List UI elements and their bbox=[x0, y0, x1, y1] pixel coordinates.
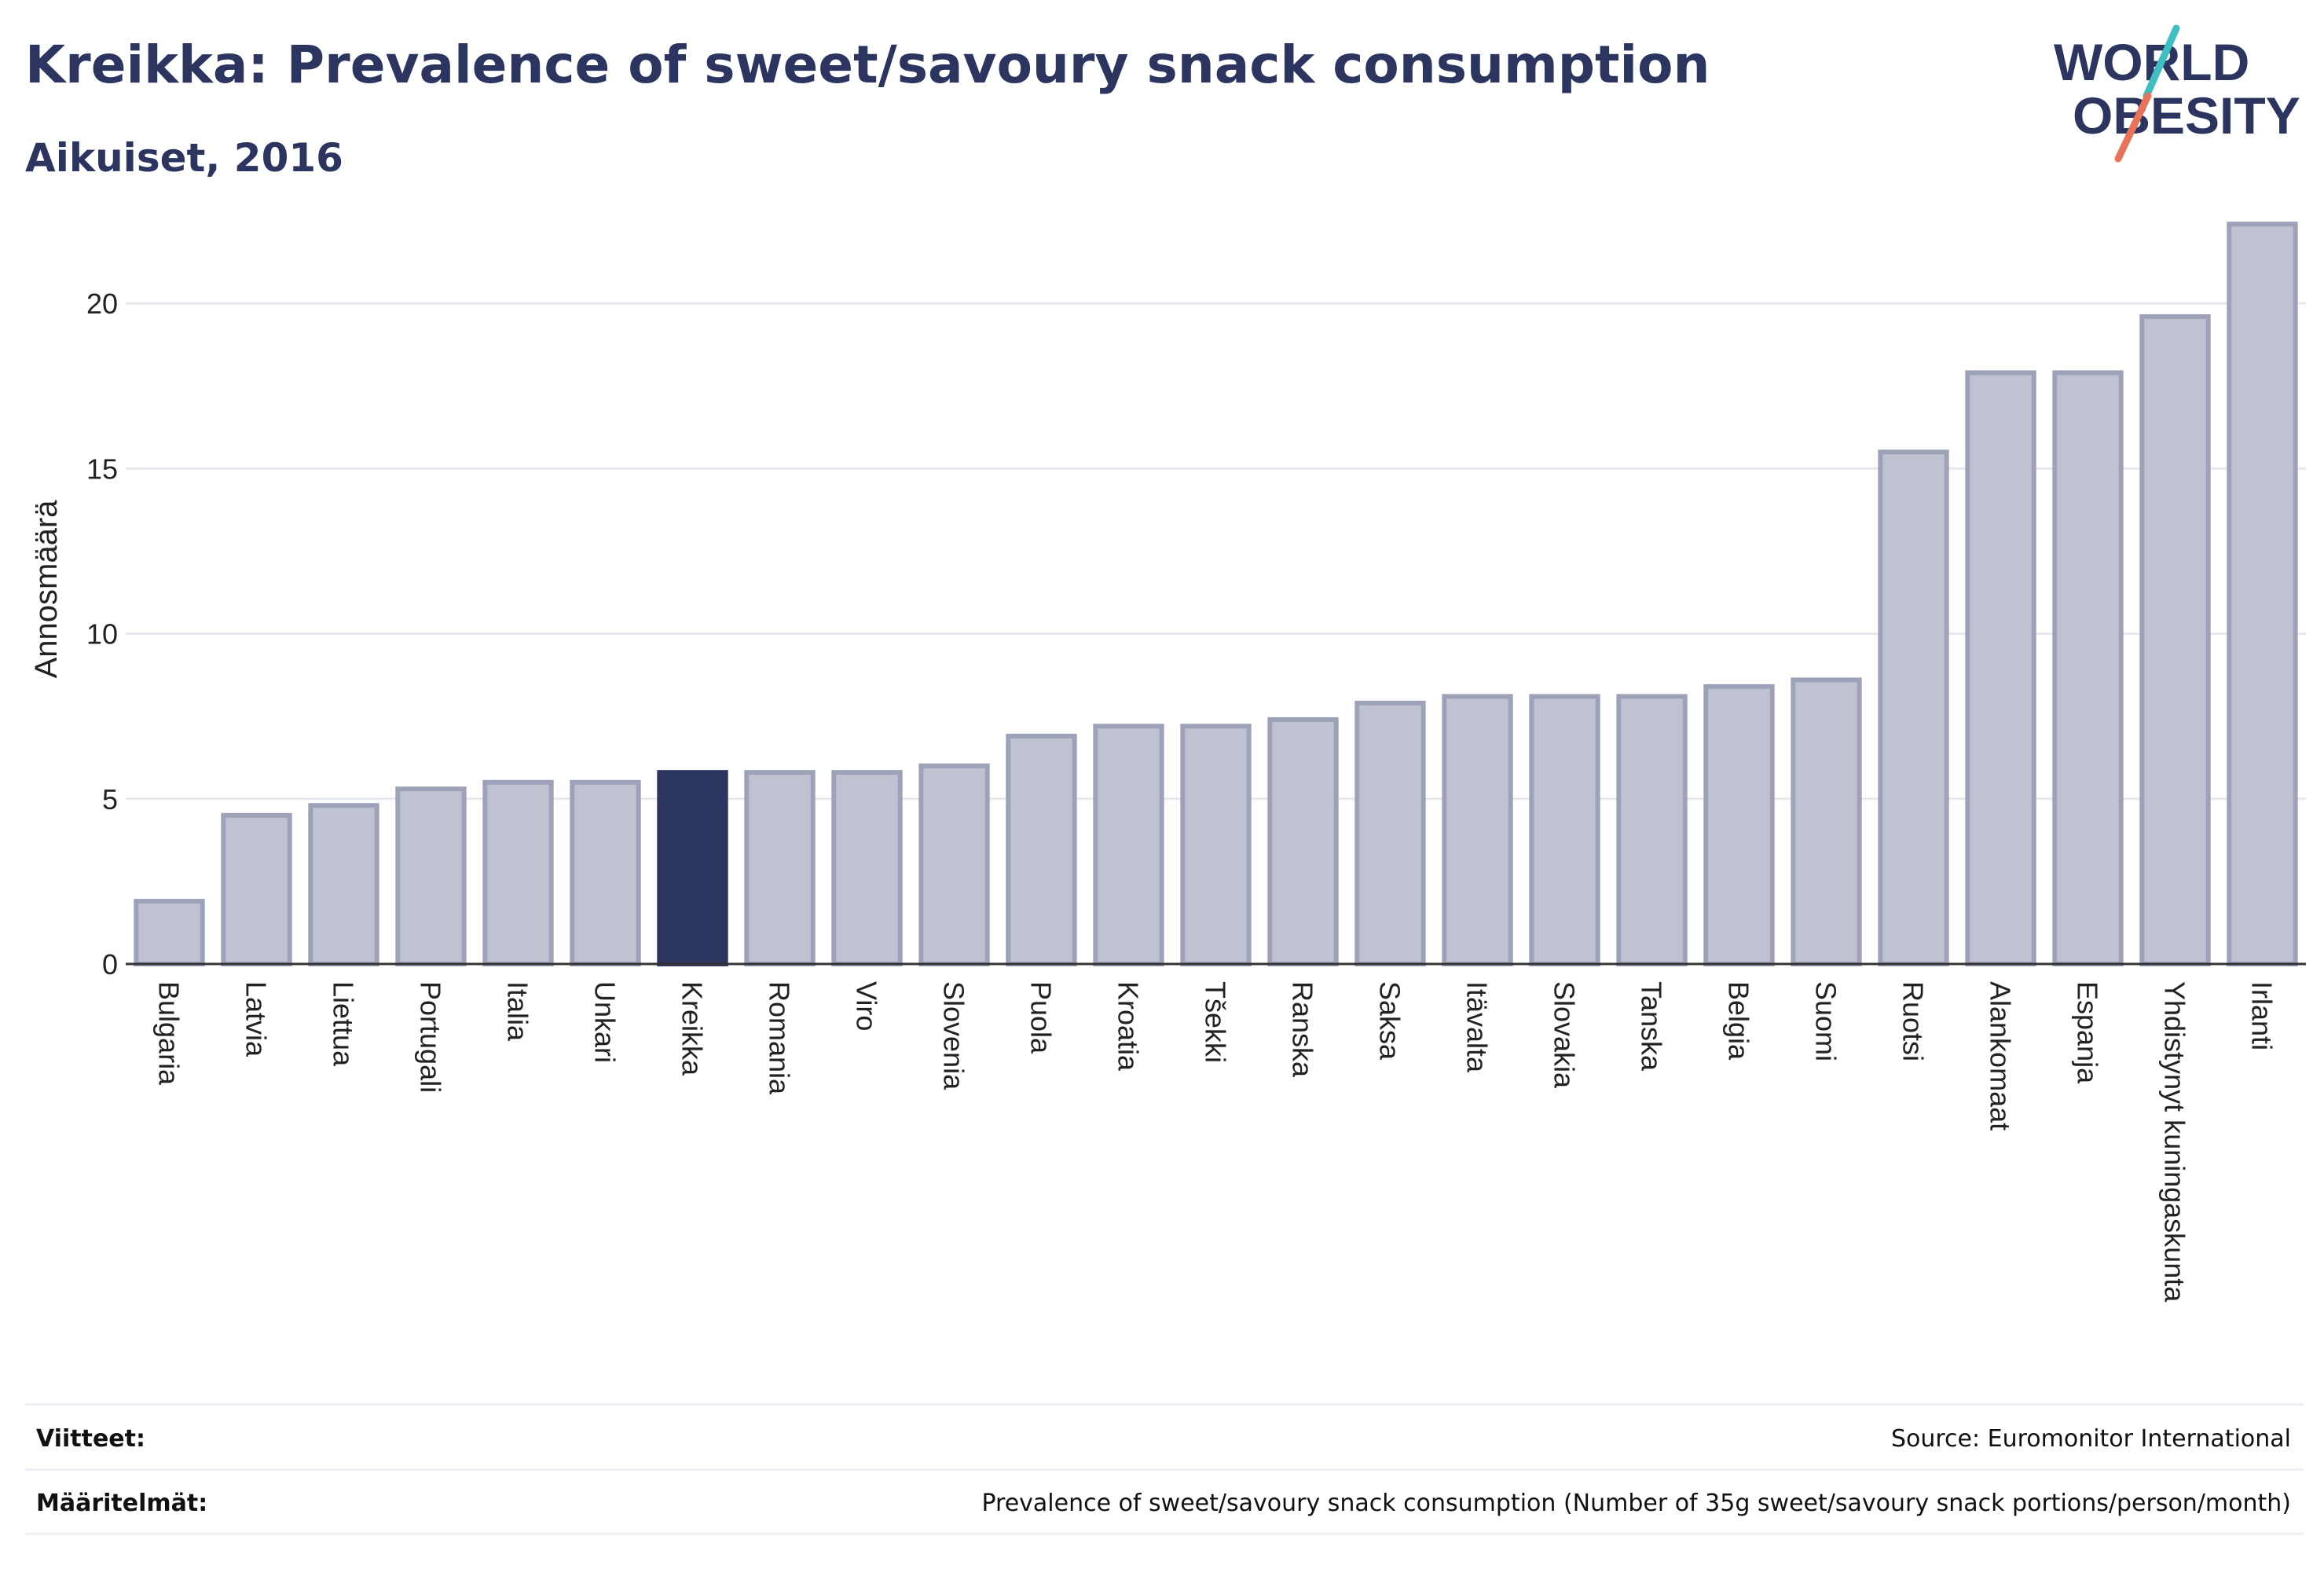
references-value: Source: Euromonitor International bbox=[1890, 1425, 2291, 1453]
definitions-value: Prevalence of sweet/savoury snack consum… bbox=[981, 1490, 2291, 1517]
x-tick-label: Saksa bbox=[1374, 981, 1406, 1061]
x-tick-label: Slovakia bbox=[1549, 981, 1581, 1089]
logo-slash-coral bbox=[2114, 92, 2152, 163]
references-label: Viitteet: bbox=[36, 1425, 145, 1453]
x-tick-label: Espanja bbox=[2072, 981, 2104, 1084]
bar-alankomaat bbox=[1965, 370, 2036, 966]
y-tick-label: 0 bbox=[102, 948, 118, 980]
x-tick-label: Kroatia bbox=[1113, 981, 1145, 1072]
bar-tanska bbox=[1616, 694, 1688, 966]
y-tick-label: 15 bbox=[86, 453, 118, 485]
bar-yhdistynyt-kuningaskunta bbox=[2139, 313, 2211, 966]
bar-itävalta bbox=[1442, 694, 1513, 966]
bar-liettua bbox=[308, 803, 379, 966]
x-tick-label: Puola bbox=[1025, 981, 1058, 1054]
bar-unkari bbox=[570, 779, 641, 966]
x-tick-label: Unkari bbox=[589, 981, 621, 1063]
x-tick-label: Ruotsi bbox=[1897, 981, 1930, 1061]
bar-italia bbox=[482, 779, 554, 966]
bar-suomi bbox=[1791, 677, 1862, 966]
x-tick-label: Yhdistynyt kuningaskunta bbox=[2159, 981, 2191, 1303]
x-tick-label: Portugali bbox=[415, 981, 447, 1093]
bar-chart: 0 5 10 15 20 Bulgaria Latvia Liettua Portugali It… bbox=[29, 222, 2306, 1303]
world-obesity-logo: WORLD OBESITY bbox=[2054, 24, 2300, 163]
x-tick-label: Irlanti bbox=[2246, 981, 2278, 1050]
bar-espanja bbox=[2052, 370, 2124, 966]
x-tick-label: Kreikka bbox=[676, 981, 709, 1076]
x-tick-label: Bulgaria bbox=[153, 981, 185, 1086]
bar-puola bbox=[1006, 733, 1077, 967]
page-subtitle: Aikuiset, 2016 bbox=[25, 135, 343, 181]
bar-belgia bbox=[1703, 684, 1775, 966]
bar-kreikka bbox=[657, 770, 728, 966]
bar-romania bbox=[744, 770, 816, 966]
axes: 0 5 10 15 20 Bulgaria Latvia Liettua Portugali It… bbox=[86, 288, 2306, 1303]
bar-ruotsi bbox=[1878, 449, 1949, 966]
x-tick-label: Liettua bbox=[328, 981, 360, 1067]
footer-divider-middle bbox=[25, 1468, 2304, 1471]
x-tick-label: Alankomaat bbox=[1985, 981, 2017, 1131]
page-title: Kreikka: Prevalence of sweet/savoury sna… bbox=[25, 35, 1710, 95]
x-tick-label: Tanska bbox=[1636, 981, 1668, 1072]
x-tick-label: Romania bbox=[764, 981, 796, 1095]
bar-latvia bbox=[221, 812, 292, 966]
x-tick-label: Italia bbox=[502, 981, 534, 1042]
bar-tšekki bbox=[1180, 724, 1252, 966]
y-tick-label: 10 bbox=[86, 618, 118, 651]
x-tick-label: Suomi bbox=[1810, 981, 1842, 1061]
bar-portugali bbox=[395, 786, 467, 966]
bar-slovakia bbox=[1529, 694, 1600, 966]
bar-irlanti bbox=[2227, 222, 2298, 966]
logo-word-obesity: OBESITY bbox=[2073, 86, 2300, 145]
x-tick-label: Ranska bbox=[1287, 981, 1319, 1078]
definitions-label: Määritelmät: bbox=[36, 1490, 208, 1517]
x-tick-label: Latvia bbox=[240, 981, 273, 1057]
footer-divider-top bbox=[25, 1403, 2304, 1406]
bar-viro bbox=[831, 770, 903, 966]
bar-kroatia bbox=[1093, 724, 1164, 966]
x-tick-label: Belgia bbox=[1723, 981, 1755, 1061]
x-tick-label: Itävalta bbox=[1461, 981, 1494, 1073]
x-tick-label: Slovenia bbox=[938, 981, 970, 1090]
bar-bulgaria bbox=[134, 899, 205, 967]
x-tick-label: Tšekki bbox=[1200, 981, 1232, 1063]
y-tick-label: 20 bbox=[86, 288, 118, 320]
y-axis-title: Annosmäärä bbox=[29, 500, 64, 679]
bar-slovenia bbox=[918, 763, 990, 966]
logo-slash-teal bbox=[2143, 24, 2180, 100]
x-tick-label: Viro bbox=[851, 981, 883, 1031]
y-tick-label: 5 bbox=[102, 783, 118, 815]
bars bbox=[134, 222, 2298, 967]
bar-ranska bbox=[1267, 717, 1339, 966]
footer-divider-bottom bbox=[25, 1533, 2304, 1535]
bar-saksa bbox=[1354, 700, 1426, 966]
